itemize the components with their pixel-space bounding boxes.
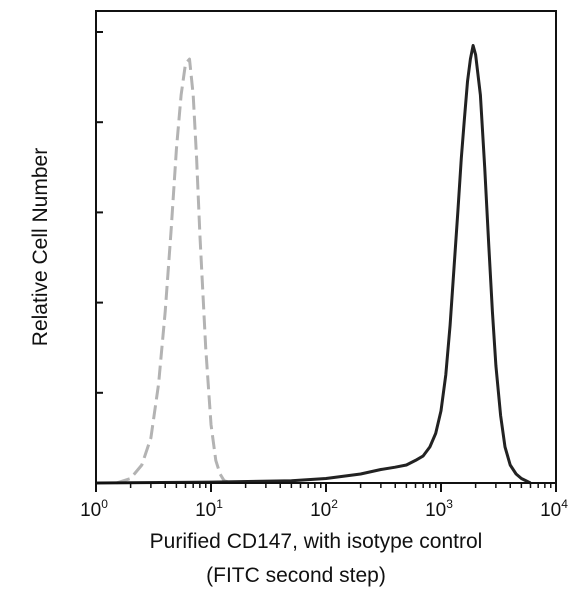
x-axis: 100 101 102 103 104 [80,483,568,521]
y-axis-title: Relative Cell Number [29,148,52,346]
series-layer [95,44,532,485]
x-axis-title-line-2: (FITC second step) [206,564,386,587]
y-axis [96,31,103,484]
x-tick-label-1: 101 [195,497,223,521]
x-tick-label-2: 102 [310,497,338,521]
x-tick-label-0: 100 [80,497,108,521]
plot-frame [95,10,557,484]
x-tick-label-3: 103 [425,497,453,521]
x-axis-title-line-1: Purified CD147, with isotype control [150,530,483,553]
series-line-1 [115,57,232,485]
x-tick-label-4: 104 [540,497,568,521]
series-line-2 [95,44,532,485]
